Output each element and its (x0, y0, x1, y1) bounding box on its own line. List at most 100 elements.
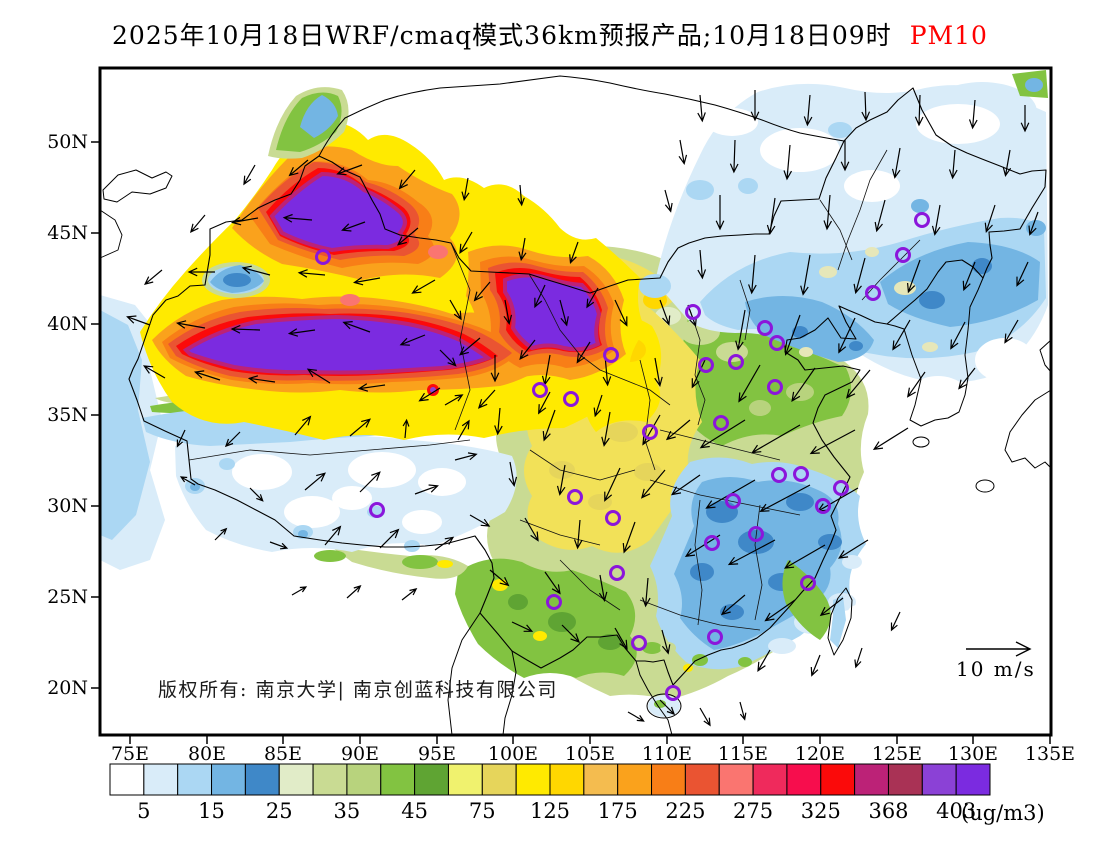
station-marker (793, 466, 809, 482)
page-title: 2025年10月18日WRF/cmaq模式36km预报产品;10月18日09时 P… (0, 16, 1100, 52)
wind-arrow (750, 90, 760, 122)
wind-arrow (324, 525, 342, 546)
wind-arrow (224, 431, 241, 448)
wind-arrow (342, 321, 371, 333)
station-marker (725, 493, 741, 509)
colorbar-tick-label: 403 (936, 799, 976, 823)
station-marker (642, 424, 658, 440)
wind-arrow (715, 195, 725, 231)
wind-arrow (661, 629, 671, 655)
colorbar-cell (854, 763, 889, 796)
colorbar-cell (346, 763, 382, 796)
wind-arrow (697, 249, 707, 280)
wind-arrow (294, 415, 312, 436)
wind-arrow (800, 254, 811, 296)
lon-tick-label: 100E (488, 743, 538, 765)
wind-arrow (598, 574, 608, 603)
lat-tick-label: 40N (47, 313, 88, 335)
station-marker (563, 391, 579, 407)
station-marker (895, 247, 911, 263)
wind-vector-layer (126, 90, 1039, 727)
station-marker (771, 467, 787, 483)
wind-arrow (179, 476, 196, 486)
colorbar-cell (583, 763, 619, 796)
wind-arrow (336, 164, 363, 176)
pollutant-label: PM10 (909, 21, 988, 50)
station-marker (567, 489, 583, 505)
lon-tick-label: 85E (264, 743, 302, 765)
wind-arrow (890, 611, 901, 632)
wind-arrow (304, 472, 326, 491)
lon-tick-label: 125E (872, 743, 922, 765)
wind-arrow (542, 409, 556, 442)
wind-arrow (189, 214, 206, 233)
wind-arrow (984, 204, 996, 233)
colorbar-tick-label: 45 (401, 799, 428, 823)
wind-arrow (622, 521, 636, 554)
wind-arrow (757, 649, 771, 673)
map-frame (98, 66, 1053, 737)
wind-arrow (614, 627, 628, 651)
colorbar-tick-label: 125 (530, 799, 570, 823)
wind-arrow (766, 197, 776, 236)
wind-arrow (665, 419, 691, 441)
wind-arrow (559, 299, 569, 327)
wind-arrow (241, 265, 271, 276)
axis-tick-layer: 75E 80E 85E 90E 95E 100E 105E 110E 115E 120E 125E 1… (47, 131, 1075, 765)
station-marker (865, 285, 881, 301)
wind-arrow (872, 427, 909, 450)
wind-arrow (418, 387, 441, 402)
wind-arrow (874, 199, 886, 233)
wind-arrow (931, 204, 941, 236)
colorbar-tick-label: 225 (665, 799, 705, 823)
wind-arrow (1016, 261, 1029, 287)
station-marker (728, 354, 744, 370)
station-marker (800, 575, 816, 591)
wind-arrow (399, 334, 426, 346)
wind-arrow (738, 364, 761, 403)
wind-arrow (809, 429, 856, 455)
wind-arrow (306, 368, 331, 384)
wind-arrow (459, 231, 473, 255)
colorbar-cell (244, 763, 280, 796)
station-marker (914, 212, 930, 228)
colorbar-tick-label: 5 (137, 799, 150, 823)
colorbar-cell (549, 763, 585, 796)
lat-tick-label: 20N (47, 677, 88, 699)
wind-arrow (783, 144, 793, 181)
wind-arrow (861, 91, 871, 122)
wind-arrow (604, 467, 621, 502)
wind-arrow (906, 371, 926, 398)
wind-arrow (576, 341, 591, 364)
lat-tick-label: 45N (47, 222, 88, 244)
wind-arrow (627, 711, 645, 722)
lat-tick-label: 30N (47, 495, 88, 517)
wind-arrow (511, 621, 534, 632)
wind-arrow (469, 514, 491, 527)
wind-arrow (269, 541, 289, 550)
wind-arrow (720, 594, 746, 616)
wind-arrow (854, 647, 863, 669)
colorbar-tick-label: 75 (469, 799, 496, 823)
wind-arrow (699, 419, 746, 449)
wind-arrow (950, 321, 966, 350)
station-marker (315, 249, 331, 265)
station-marker (748, 526, 764, 542)
lon-tick-label: 110E (642, 743, 692, 765)
wind-arrow (697, 94, 706, 123)
colorbar-tick-label: 175 (598, 799, 638, 823)
station-marker (532, 382, 548, 398)
wind-arrow (414, 484, 439, 495)
wind-arrow (1020, 105, 1030, 133)
wind-arrow (297, 269, 326, 278)
wind-scale-label: 10 m/s (956, 657, 1036, 681)
station-marker (369, 502, 385, 518)
colorbar-cell (211, 763, 246, 796)
wind-scale-arrow (966, 641, 1032, 657)
wind-arrow (517, 184, 525, 207)
colorbar-cell (447, 763, 483, 796)
colorbar-tick-label: 275 (733, 799, 773, 823)
station-marker-layer (315, 212, 930, 701)
station-marker (767, 379, 783, 395)
wind-arrow (678, 139, 688, 165)
